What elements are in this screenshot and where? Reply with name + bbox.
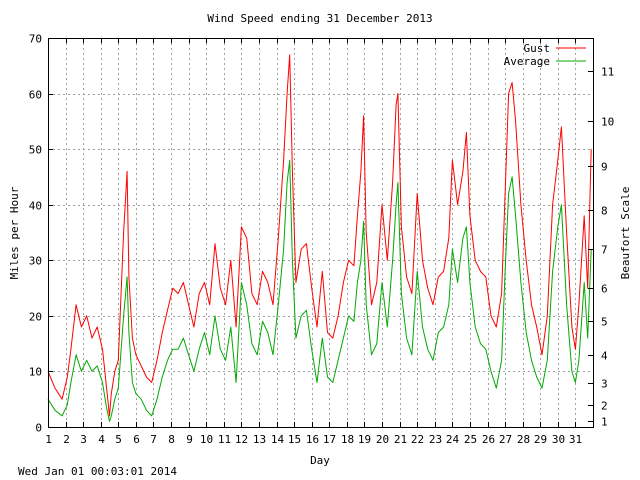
legend-label-average: Average (504, 55, 550, 68)
footer-timestamp: Wed Jan 01 00:03:01 2014 (18, 465, 177, 478)
x-tick-label: 28 (517, 433, 530, 446)
beaufort-tick-label: 1 (601, 416, 608, 429)
x-tick-label: 22 (411, 433, 424, 446)
x-tick-label: 12 (235, 433, 248, 446)
y-tick-label: 40 (29, 200, 42, 213)
grid (48, 38, 593, 428)
y-tick-label: 30 (29, 255, 42, 268)
beaufort-axis-label: Beaufort Scale (619, 187, 632, 280)
y-axis-label: Miles per Hour (8, 186, 21, 279)
x-tick-label: 16 (306, 433, 319, 446)
y-tick-label: 0 (35, 422, 42, 435)
x-tick-label: 6 (133, 433, 140, 446)
x-tick-label: 15 (288, 433, 301, 446)
chart-title: Wind Speed ending 31 December 2013 (207, 12, 432, 25)
x-tick-label: 7 (150, 433, 157, 446)
beaufort-tick-label: 10 (601, 116, 614, 129)
y-tick-label: 10 (29, 366, 42, 379)
series-line-average (47, 159, 592, 422)
x-tick-label: 27 (499, 433, 512, 446)
x-tick-label: 10 (200, 433, 213, 446)
x-tick-label: 31 (569, 433, 582, 446)
x-tick-label: 5 (115, 433, 122, 446)
beaufort-tick-label: 2 (601, 400, 608, 413)
series-area (47, 54, 592, 422)
plot-frame (48, 38, 594, 428)
series-line-gust (47, 54, 592, 417)
x-tick-label: 26 (482, 433, 495, 446)
x-tick-label: 19 (358, 433, 371, 446)
beaufort-tick-label: 8 (601, 205, 608, 218)
x-tick-label: 23 (429, 433, 442, 446)
x-tick-label: 8 (168, 433, 175, 446)
x-tick-label: 21 (394, 433, 407, 446)
x-tick-label: 14 (271, 433, 285, 446)
legend: Gust Average (504, 42, 586, 68)
y-tick-label: 70 (29, 33, 42, 46)
x-axis: 1 2 3 4 5 6 7 8 9 10 11 12 13 14 15 16 17 18 19 20 21 22 23 24 2… (45, 38, 582, 446)
x-tick-label: 2 (63, 433, 70, 446)
beaufort-tick-label: 7 (601, 244, 608, 257)
y-axis: 0 10 20 30 40 50 60 70 (29, 33, 53, 435)
x-tick-label: 9 (186, 433, 193, 446)
y-tick-label: 20 (29, 311, 42, 324)
x-tick-label: 4 (98, 433, 105, 446)
legend-label-gust: Gust (524, 42, 551, 55)
x-tick-label: 24 (446, 433, 460, 446)
y-tick-label: 50 (29, 144, 42, 157)
x-tick-label: 13 (253, 433, 266, 446)
x-tick-label: 3 (80, 433, 87, 446)
x-tick-label: 18 (341, 433, 354, 446)
beaufort-tick-label: 11 (601, 66, 614, 79)
beaufort-tick-label: 5 (601, 316, 608, 329)
x-tick-label: 20 (376, 433, 389, 446)
beaufort-tick-label: 9 (601, 161, 608, 174)
x-axis-label: Day (310, 454, 330, 467)
beaufort-axis: 1 2 3 4 5 6 7 8 9 10 11 (588, 66, 614, 429)
x-tick-label: 1 (45, 433, 52, 446)
beaufort-tick-label: 6 (601, 283, 608, 296)
beaufort-tick-label: 3 (601, 378, 608, 391)
x-tick-label: 17 (323, 433, 336, 446)
x-tick-label: 29 (534, 433, 547, 446)
beaufort-tick-label: 4 (601, 350, 608, 363)
x-tick-label: 30 (552, 433, 565, 446)
x-tick-label: 11 (218, 433, 231, 446)
x-tick-label: 25 (464, 433, 477, 446)
y-tick-label: 60 (29, 89, 42, 102)
